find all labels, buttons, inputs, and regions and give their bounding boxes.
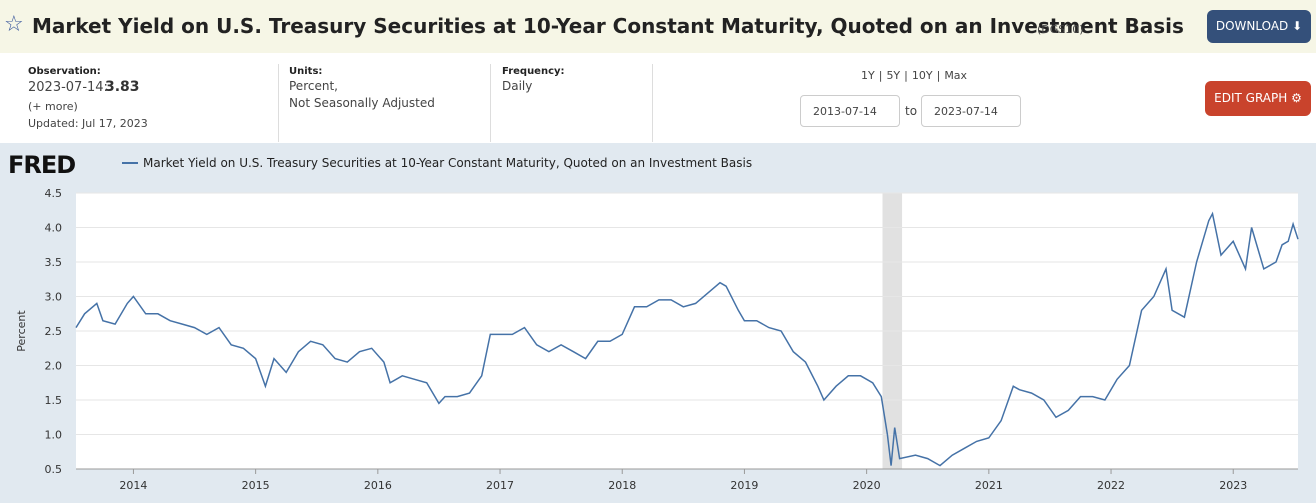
- units-line1: Percent,: [289, 79, 338, 93]
- units-line2: Not Seasonally Adjusted: [289, 96, 435, 110]
- to-label: to: [905, 104, 918, 118]
- x-tick-label: 2015: [242, 479, 270, 492]
- fred-logo: FRED: [8, 151, 75, 179]
- separator: |: [936, 69, 941, 82]
- end-date: 2023-07-14: [934, 105, 998, 118]
- x-tick-label: 2018: [608, 479, 636, 492]
- x-tick-label: 2021: [975, 479, 1003, 492]
- y-tick-label: 3.5: [45, 256, 63, 269]
- range-link[interactable]: 10Y: [911, 69, 933, 82]
- page-title: Market Yield on U.S. Treasury Securities…: [32, 14, 1184, 38]
- y-tick-label: 3.0: [45, 291, 63, 304]
- separator: |: [878, 69, 883, 82]
- y-tick-label: 2.0: [45, 360, 63, 373]
- separator: |: [904, 69, 908, 82]
- end-date-input[interactable]: 2023-07-14: [921, 95, 1021, 127]
- x-tick-label: 2017: [486, 479, 514, 492]
- edit-graph-button[interactable]: EDIT GRAPH ⚙: [1205, 81, 1311, 116]
- observation-label: Observation:: [28, 66, 101, 77]
- x-tick-label: 2020: [853, 479, 881, 492]
- star-icon[interactable]: ☆: [4, 12, 24, 37]
- y-tick-label: 4.0: [45, 222, 63, 235]
- y-axis-label: Percent: [15, 310, 28, 352]
- y-tick-label: 2.5: [45, 325, 63, 338]
- range-link[interactable]: 1Y: [861, 69, 875, 82]
- divider: [278, 64, 279, 142]
- y-tick-label: 4.5: [45, 187, 63, 200]
- x-tick-label: 2019: [730, 479, 758, 492]
- edit-graph-label: EDIT GRAPH: [1214, 91, 1288, 105]
- x-tick-label: 2014: [119, 479, 147, 492]
- y-tick-label: 1.5: [45, 394, 63, 407]
- start-date-input[interactable]: 2013-07-14: [800, 95, 900, 127]
- range-link[interactable]: 5Y: [886, 69, 901, 82]
- divider: [490, 64, 491, 142]
- download-button[interactable]: DOWNLOAD ⬇: [1207, 10, 1311, 43]
- series-line: [75, 211, 1299, 467]
- y-tick-label: 0.5: [45, 463, 63, 476]
- download-label: DOWNLOAD: [1215, 19, 1289, 33]
- observation-date: 2023-07-14:: [28, 80, 108, 95]
- range-link[interactable]: Max: [944, 69, 968, 82]
- range-links: 1Y | 5Y | 10Y | Max: [861, 69, 967, 82]
- frequency: Daily: [502, 79, 533, 93]
- more-link[interactable]: (+ more): [28, 100, 78, 113]
- divider: [652, 64, 653, 142]
- legend-label: Market Yield on U.S. Treasury Securities…: [143, 156, 752, 170]
- series-id: (DGS10): [1037, 23, 1084, 36]
- top-bar: [0, 0, 1316, 53]
- updated: Updated: Jul 17, 2023: [28, 117, 148, 130]
- x-tick-label: 2023: [1219, 479, 1247, 492]
- frequency-label: Frequency:: [502, 66, 565, 77]
- x-tick-label: 2016: [364, 479, 392, 492]
- x-tick-label: 2022: [1097, 479, 1125, 492]
- chart: FRED Percent 0.5 1.0 1.5 2.0 2.5 3.0 3.5 4.0 4.5…: [0, 143, 1316, 503]
- y-tick-label: 1.0: [45, 429, 63, 442]
- observation-value: 3.83: [105, 79, 140, 95]
- start-date: 2013-07-14: [813, 105, 877, 118]
- units-label: Units:: [289, 66, 323, 77]
